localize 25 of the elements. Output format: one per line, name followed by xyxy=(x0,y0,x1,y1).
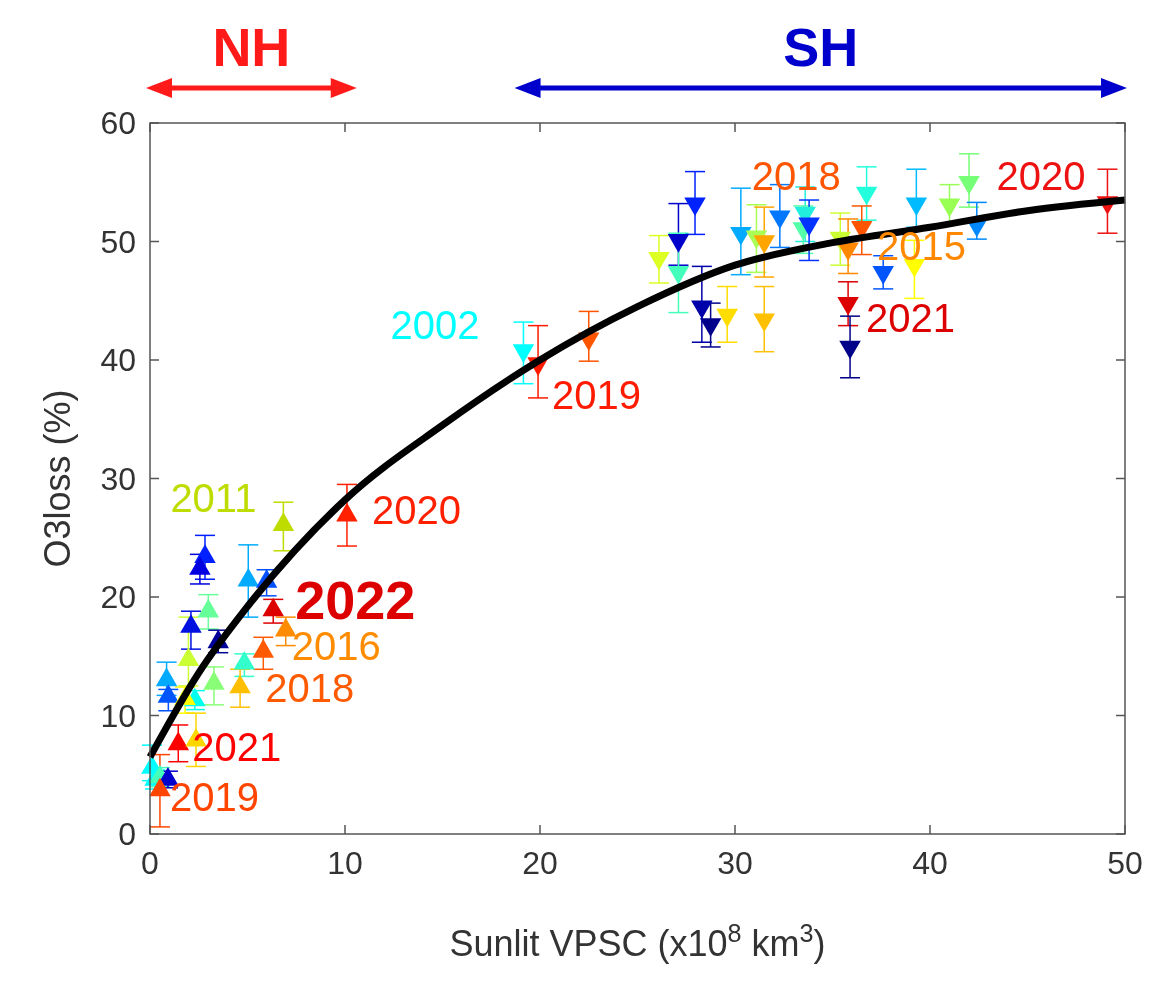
annotation: 2002 xyxy=(390,302,480,347)
y-tick-label: 60 xyxy=(100,105,136,141)
annotation: 2019 xyxy=(552,372,642,417)
y-tick-label: 0 xyxy=(118,816,136,852)
x-axis-title: Sunlit VPSC (x10$^{8}$ km$^{3}$) xyxy=(449,919,826,964)
text: SH xyxy=(783,17,859,77)
x-tick-label: 10 xyxy=(327,845,363,881)
y-tick-label: 10 xyxy=(100,697,136,734)
x-tick-label: 0 xyxy=(141,845,159,881)
y-axis-title: O3loss (%) xyxy=(37,389,78,568)
annotation: 2019 xyxy=(169,775,259,820)
text: NH xyxy=(212,17,291,77)
y-tick-label: 50 xyxy=(100,223,136,260)
y-tick-label: 30 xyxy=(100,460,136,497)
annotation: 2011 xyxy=(170,475,257,520)
annotation: 2021 xyxy=(866,296,956,341)
x-tick-label: 20 xyxy=(522,845,558,881)
annotation: 2018 xyxy=(751,154,841,199)
y-tick-label: 20 xyxy=(100,579,136,615)
annotation: 2020 xyxy=(371,488,461,533)
annotation: 2020 xyxy=(996,154,1086,199)
y-tick-label: 40 xyxy=(100,342,136,378)
x-tick-label: 50 xyxy=(1107,845,1143,881)
x-tick-label: 40 xyxy=(912,845,948,881)
x-tick-label: 30 xyxy=(717,845,753,881)
